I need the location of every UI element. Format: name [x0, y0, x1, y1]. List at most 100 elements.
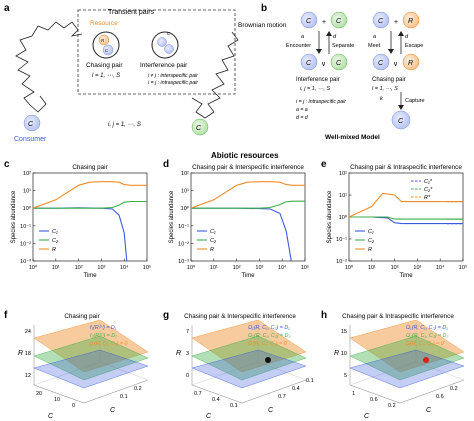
x-tick-label: 10⁰ [345, 264, 354, 271]
interference-particle-a [157, 37, 167, 47]
surface-orange [33, 319, 149, 373]
x-tick-label: 0.7 [194, 391, 202, 397]
chart-d: d Chasing pair & Interspecific interferen… [163, 159, 309, 279]
x-tick-label: 0 [72, 403, 75, 409]
consumer-ci-label: C [28, 121, 34, 128]
x-tick-label: 0.1 [230, 403, 238, 409]
series-line-C₂ [33, 200, 147, 209]
surface-panels: f Chasing pair241812R20100C0.10.2Cf₁(R⁽¹⁾… [4, 310, 465, 420]
rj-label: R [101, 38, 105, 43]
z-tick-label: 24 [25, 329, 31, 335]
b-idx-l: l = 1, ⋯, S [372, 86, 398, 92]
b-cj-top-label: C [336, 18, 342, 25]
legend-label: C₁* [424, 179, 433, 185]
panel-b: b C C + a d Encounter Separate C ∨ C Int… [261, 3, 425, 141]
axis-frame [33, 325, 149, 404]
y-tick-label: 0.2 [450, 386, 458, 392]
panel-h-letter: h [321, 310, 327, 321]
legend-entry: f₁(R⁽¹⁾) = D₁ [90, 325, 117, 331]
index-l: l = 1, ⋯, S [92, 73, 120, 79]
y-tick-label: 10⁻³ [178, 259, 189, 265]
b-ci-top-label: C [306, 18, 312, 25]
b-ci-result-label: C [398, 118, 404, 125]
b-k-il: k [380, 96, 383, 102]
legend-entry: Ω₁(R, C₁, C₂) = D₁ [406, 325, 448, 331]
legend-entry: f₂(R⁽²⁾) = D₂ [90, 333, 117, 339]
legend-label: C₁ [52, 229, 58, 235]
z-axis-label: R [176, 350, 181, 357]
x-axis-label: C [364, 413, 370, 420]
x-tick-label: 10² [75, 265, 83, 271]
legend-label: R [210, 247, 214, 253]
surface-blue [191, 349, 307, 389]
axis-frame [349, 325, 465, 404]
b-vee-2: ∨ [393, 61, 398, 68]
surface-green [191, 335, 307, 381]
z-tick-label: 0 [186, 373, 189, 379]
equilibrium-point [265, 357, 271, 363]
surface-panel-g: g Chasing pair & Interspecific interferen… [163, 310, 314, 420]
b-cj-top [330, 11, 348, 29]
y-tick-label: 10⁻² [336, 259, 347, 265]
b-separate: Separate [332, 43, 354, 49]
y-tick-label: 10¹ [23, 189, 31, 195]
index-ij: i ≠ j : interspecific pair [148, 73, 198, 79]
brownian-label: Brownian motion [238, 22, 287, 29]
resource-label: Resource [90, 20, 118, 27]
y-tick-label: 10² [181, 171, 189, 177]
y-tick-label: 0.2 [134, 386, 142, 392]
b-note-3: d = d [296, 115, 309, 121]
y-tick-label: 10⁻¹ [178, 224, 189, 230]
surface-orange [349, 319, 465, 373]
b-rl-right-label: R [408, 18, 413, 25]
x-tick-label: 10³ [413, 265, 421, 271]
z-tick-label: 10 [341, 351, 347, 357]
z-tick-label: 5 [344, 373, 347, 379]
surface-panel-h: h Chasing pair & Intraspecific interferen… [321, 310, 465, 420]
y-tick-label: 0.7 [278, 394, 286, 400]
y-tick-label: 0.4 [292, 386, 300, 392]
z-tick-label: 18 [25, 351, 31, 357]
y-axis-label: C [426, 407, 432, 414]
b-encounter-arrowhead [316, 49, 322, 54]
y-axis-label: Species abundance [169, 190, 175, 243]
y-tick-label: 10⁻¹ [336, 237, 347, 243]
surface-green [33, 335, 149, 381]
x-tick-label: 10¹ [210, 265, 218, 271]
panel-a-letter: a [4, 3, 10, 14]
series-line-C₁ [349, 216, 463, 225]
b-ci-chasing-label: C [378, 60, 384, 67]
chart-title: Chasing pair & Interspecific interferenc… [192, 164, 304, 171]
b-cj-pair-label: C [336, 60, 342, 67]
b-rl-chasing-label: R [408, 60, 413, 67]
b-ci-result [391, 110, 411, 130]
b-encounter: Encounter [286, 43, 311, 49]
consumer-cj-label: C [196, 125, 202, 132]
legend-entry: Ω₂(R, C₁, C₂) = D₂ [248, 333, 291, 339]
y-tick-label: 10⁻³ [20, 259, 31, 265]
brownian-path-right [191, 31, 239, 119]
b-ci-right-label: C [378, 18, 384, 25]
legend-entry: Ω₂(R, C₁, C₂) = D₂ [406, 333, 449, 339]
b-note-1: i = j : intraspecific pair [296, 99, 346, 105]
y-tick-label: 10⁻² [178, 241, 189, 247]
b-escape-arrowhead [398, 31, 404, 36]
axis-frame-back [349, 322, 465, 386]
b-capture-arrowhead [398, 105, 404, 110]
ci-label: C [105, 48, 109, 53]
consumer-label: Consumer [14, 136, 47, 143]
z-axis-label: R [334, 350, 339, 357]
b-d-ij: d [333, 34, 337, 40]
y-tick-label: 0.1 [120, 394, 128, 400]
x-tick-label: 10⁵ [143, 264, 151, 271]
x-tick-label: 0.6 [370, 397, 378, 403]
plot-frame [190, 172, 306, 262]
b-rl-chasing [402, 53, 420, 71]
transient-pairs-box [77, 9, 236, 95]
x-axis-label: C [206, 413, 212, 420]
panel-f-letter: f [4, 310, 8, 321]
index-ii: i = j : intraspecific pair [148, 80, 198, 86]
b-escape: Escape [405, 43, 423, 49]
chasing-pair-circle [92, 31, 120, 59]
